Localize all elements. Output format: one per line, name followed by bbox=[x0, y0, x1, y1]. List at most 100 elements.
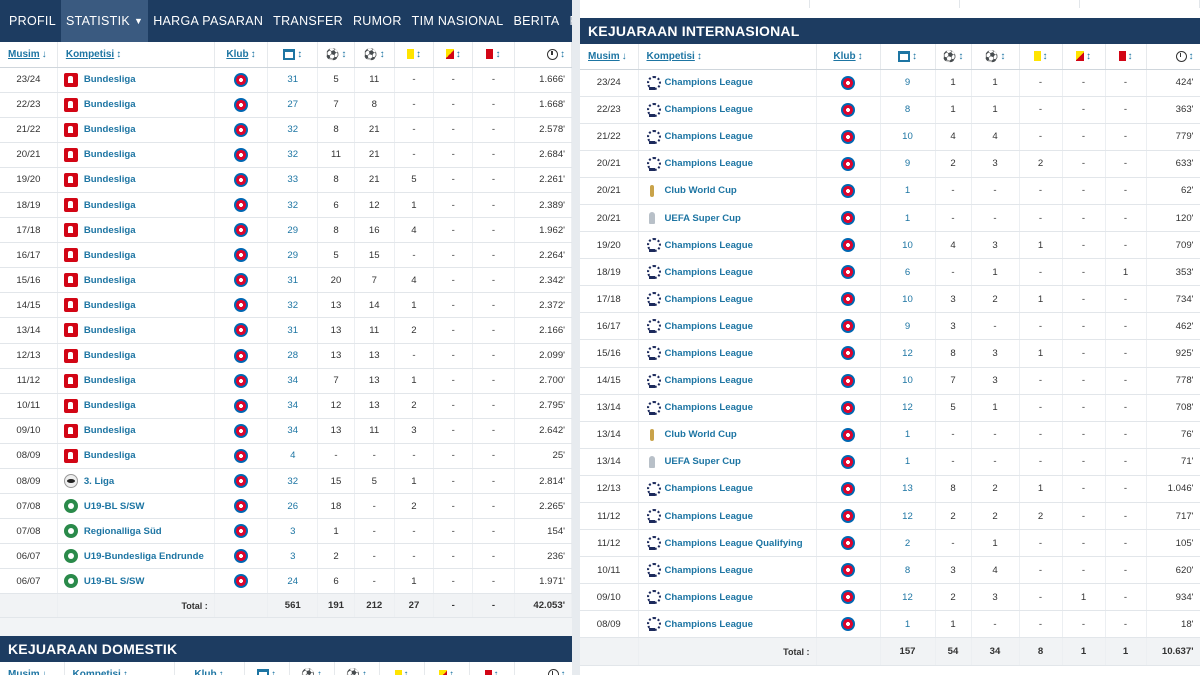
club-crest-icon[interactable] bbox=[841, 75, 855, 90]
col-season[interactable]: Musim ↓ bbox=[580, 44, 639, 70]
appearances-cell[interactable]: 12 bbox=[880, 502, 936, 531]
club-crest-icon[interactable] bbox=[233, 348, 248, 363]
col-yellow-card[interactable]: ↕ bbox=[1019, 44, 1063, 70]
club-crest-icon[interactable] bbox=[233, 448, 248, 463]
competition-link[interactable]: Club World Cup bbox=[645, 184, 816, 198]
club-crest-icon[interactable] bbox=[841, 319, 855, 334]
appearances-cell[interactable]: 10 bbox=[880, 231, 936, 260]
club-crest-icon[interactable] bbox=[233, 122, 248, 137]
competition-name[interactable]: U19-BL S/SW bbox=[83, 575, 145, 587]
club-crest-icon[interactable] bbox=[841, 563, 855, 578]
competition-link[interactable]: Champions League bbox=[645, 156, 816, 171]
club-crest-icon[interactable] bbox=[841, 617, 855, 632]
appearances-cell[interactable]: 1 bbox=[880, 610, 936, 639]
bundesliga-logo-icon[interactable] bbox=[63, 223, 78, 238]
club-world-cup-logo-icon[interactable] bbox=[645, 428, 659, 442]
club-crest-icon[interactable] bbox=[841, 129, 855, 144]
appearances-cell[interactable]: 6 bbox=[880, 258, 936, 287]
competition-link[interactable]: U19-Bundesliga Endrunde bbox=[63, 549, 213, 564]
youth-league-logo-icon[interactable] bbox=[63, 549, 78, 564]
nav-transfer[interactable]: TRANSFER bbox=[268, 0, 348, 42]
competition-link[interactable]: Champions League bbox=[645, 617, 816, 632]
appearances-cell[interactable]: 32 bbox=[267, 468, 319, 495]
competition-link[interactable]: Bundesliga bbox=[63, 348, 213, 363]
col-appearances[interactable]: ↕ bbox=[880, 44, 936, 70]
competition-link[interactable]: Champions League bbox=[645, 319, 816, 334]
appearances-cell[interactable]: 4 bbox=[267, 443, 319, 470]
club-crest-icon[interactable] bbox=[233, 423, 248, 438]
competition-name[interactable]: Champions League bbox=[664, 104, 754, 116]
col-assists[interactable]: ⚽↕ bbox=[334, 662, 380, 675]
appearances-cell[interactable]: 10 bbox=[880, 285, 936, 314]
competition-link[interactable]: Champions League bbox=[645, 75, 816, 90]
competition-name[interactable]: Bundesliga bbox=[83, 74, 136, 86]
competition-name[interactable]: Champions League bbox=[664, 618, 754, 630]
bundesliga-logo-icon[interactable] bbox=[63, 122, 78, 137]
club-crest-icon[interactable] bbox=[233, 298, 248, 313]
champions-league-logo-icon[interactable] bbox=[645, 509, 661, 524]
champions-league-logo-icon[interactable] bbox=[645, 238, 661, 253]
club-crest-icon[interactable] bbox=[841, 454, 855, 469]
bundesliga-logo-icon[interactable] bbox=[63, 398, 78, 413]
bundesliga-logo-icon[interactable] bbox=[63, 273, 78, 288]
appearances-cell[interactable]: 12 bbox=[880, 583, 936, 612]
competition-link[interactable]: 3. Liga bbox=[63, 474, 213, 489]
bundesliga-logo-icon[interactable] bbox=[63, 423, 78, 438]
appearances-cell[interactable]: 12 bbox=[880, 394, 936, 422]
club-crest-icon[interactable] bbox=[233, 223, 248, 238]
nav-profil[interactable]: PROFIL bbox=[4, 0, 61, 42]
appearances-cell[interactable]: 29 bbox=[267, 242, 319, 269]
competition-name[interactable]: Bundesliga bbox=[83, 174, 136, 186]
bundesliga-logo-icon[interactable] bbox=[63, 172, 78, 187]
competition-link[interactable]: Bundesliga bbox=[63, 423, 213, 438]
champions-league-logo-icon[interactable] bbox=[645, 129, 661, 144]
competition-name[interactable]: Champions League bbox=[664, 320, 754, 332]
competition-link[interactable]: Bundesliga bbox=[63, 248, 213, 263]
club-crest-icon[interactable] bbox=[841, 590, 855, 605]
appearances-cell[interactable]: 31 bbox=[267, 67, 319, 93]
club-crest-icon[interactable] bbox=[841, 211, 855, 226]
champions-league-logo-icon[interactable] bbox=[645, 617, 661, 632]
champions-league-logo-icon[interactable] bbox=[645, 102, 661, 117]
youth-league-logo-icon[interactable] bbox=[63, 499, 78, 514]
champions-league-logo-icon[interactable] bbox=[645, 75, 661, 90]
col-red-card[interactable]: ↕ bbox=[469, 662, 515, 675]
competition-name[interactable]: Bundesliga bbox=[83, 299, 136, 311]
competition-name[interactable]: Bundesliga bbox=[83, 350, 136, 362]
competition-name[interactable]: Bundesliga bbox=[83, 274, 136, 286]
competition-link[interactable]: U19-BL S/SW bbox=[63, 499, 213, 514]
competition-name[interactable]: Champions League bbox=[664, 266, 754, 278]
appearances-cell[interactable]: 32 bbox=[267, 192, 319, 219]
club-crest-icon[interactable] bbox=[233, 172, 248, 187]
club-crest-icon[interactable] bbox=[233, 72, 248, 87]
nav-statistik[interactable]: STATISTIK ▼ bbox=[60, 0, 149, 42]
competition-name[interactable]: 3. Liga bbox=[83, 475, 115, 487]
competition-link[interactable]: Bundesliga bbox=[63, 147, 213, 162]
competition-name[interactable]: Club World Cup bbox=[664, 185, 737, 197]
competition-link[interactable]: Bundesliga bbox=[63, 273, 213, 288]
col-minutes[interactable]: ↕ bbox=[514, 42, 572, 68]
competition-link[interactable]: Bundesliga bbox=[63, 122, 213, 137]
bundesliga-logo-icon[interactable] bbox=[63, 147, 78, 162]
competition-name[interactable]: Champions League bbox=[664, 293, 754, 305]
competition-name[interactable]: Bundesliga bbox=[83, 450, 136, 462]
bundesliga-logo-icon[interactable] bbox=[63, 72, 78, 87]
competition-name[interactable]: Bundesliga bbox=[83, 199, 136, 211]
champions-league-logo-icon[interactable] bbox=[645, 265, 661, 280]
competition-link[interactable]: Club World Cup bbox=[645, 428, 816, 442]
appearances-cell[interactable]: 29 bbox=[267, 217, 319, 244]
club-crest-icon[interactable] bbox=[841, 346, 855, 361]
club-crest-icon[interactable] bbox=[841, 427, 855, 442]
club-crest-icon[interactable] bbox=[233, 97, 248, 112]
champions-league-logo-icon[interactable] bbox=[645, 346, 661, 361]
col-goals[interactable]: ⚽↕ bbox=[935, 44, 972, 70]
col-appearances[interactable]: ↕ bbox=[267, 42, 319, 68]
col-red-card[interactable]: ↕ bbox=[472, 42, 515, 68]
club-crest-icon[interactable] bbox=[841, 292, 855, 307]
appearances-cell[interactable]: 10 bbox=[880, 123, 936, 151]
nav-tim-nasional[interactable]: TIM NASIONAL bbox=[407, 0, 509, 42]
col-minutes[interactable]: ↕ bbox=[1146, 44, 1200, 70]
club-crest-icon[interactable] bbox=[233, 273, 248, 288]
club-crest-icon[interactable] bbox=[233, 198, 248, 213]
club-crest-icon[interactable] bbox=[841, 265, 855, 280]
